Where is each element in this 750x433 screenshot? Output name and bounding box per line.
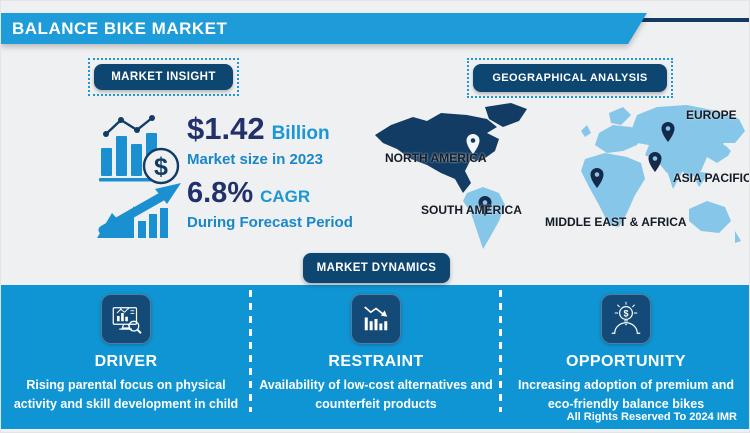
- scandinavia-shape: [609, 107, 631, 125]
- opportunity-description: Increasing adoption of premium and eco-f…: [518, 378, 734, 411]
- europe-pin-icon: [661, 122, 675, 142]
- driver-icon-tile: [101, 294, 151, 344]
- cagr-value: 6.8%: [187, 177, 254, 209]
- region-label-asia-pacific: ASIA PACIFIC: [673, 171, 750, 185]
- restraint-description: Availability of low-cost alternatives an…: [259, 378, 493, 411]
- se-asia-shape: [691, 171, 709, 187]
- geographical-analysis-badge[interactable]: GEOGRAPHICAL ANALYSIS: [467, 58, 673, 98]
- cagr-stat: 6.8% CAGR During Forecast Period: [187, 177, 353, 231]
- cagr-caption: During Forecast Period: [187, 214, 353, 231]
- japan-shape: [723, 145, 731, 157]
- header-accent-line: [609, 18, 749, 22]
- africa-pin-icon: [590, 168, 604, 188]
- region-label-north-america: NORTH AMERICA: [385, 151, 487, 165]
- dollar-glyph: $: [623, 308, 628, 318]
- cagr-unit: CAGR: [260, 187, 311, 206]
- driver-description: Rising parental focus on physical activi…: [13, 378, 239, 411]
- growth-arrow-chart-icon: [97, 183, 181, 238]
- opportunity-title: OPPORTUNITY: [566, 353, 686, 370]
- geographical-analysis-badge-label: GEOGRAPHICAL ANALYSIS: [473, 64, 667, 92]
- restraint-title: RESTRAINT: [328, 353, 424, 370]
- dollar-glyph: $: [154, 153, 168, 181]
- south-america-pin-icon: [478, 196, 492, 216]
- market-size-unit: Billion: [271, 123, 330, 144]
- restraint-card: RESTRAINT Availability of low-cost alter…: [251, 285, 501, 429]
- region-label-europe: EUROPE: [686, 108, 737, 122]
- region-label-middle-east-africa: MIDDLE EAST & AFRICA: [545, 215, 687, 229]
- opportunity-card: $ OPPORTUNITY Increasing adoption of pre…: [501, 285, 749, 429]
- market-size-stat: $1.42 Billion Market size in 2023: [187, 111, 330, 168]
- bar-chart-dollar-icon: $: [99, 115, 180, 185]
- region-label-south-america: SOUTH AMERICA: [421, 203, 522, 217]
- market-size-value: $1.42: [187, 111, 265, 146]
- page-title: BALANCE BIKE MARKET: [12, 18, 228, 38]
- north-america-pin-icon: [466, 134, 480, 154]
- driver-card: DRIVER Rising parental focus on physical…: [1, 285, 251, 429]
- rights-reserved-text: All Rights Reserved To 2024 IMR: [566, 411, 737, 423]
- monitor-analytics-magnifier-icon: [112, 307, 142, 334]
- india-shape: [665, 165, 685, 189]
- header-bar: BALANCE BIKE MARKET: [1, 13, 647, 44]
- europe-shape: [595, 125, 643, 153]
- card-divider: [249, 290, 252, 412]
- uk-shape: [581, 125, 591, 137]
- market-insight-badge[interactable]: MARKET INSIGHT: [88, 58, 239, 96]
- market-insight-badge-label: MARKET INSIGHT: [94, 64, 233, 90]
- dollar-bulb-idea-icon: $: [611, 301, 641, 334]
- north-america-shape: [375, 113, 499, 193]
- market-size-caption: Market size in 2023: [187, 151, 323, 168]
- world-map: [375, 103, 745, 249]
- market-dynamics-badge-label: MARKET DYNAMICS: [316, 262, 437, 274]
- greenland-shape: [485, 103, 527, 127]
- australia-shape: [689, 201, 731, 233]
- header-banner: BALANCE BIKE MARKET: [1, 13, 647, 44]
- declining-chart-arrow-icon: [364, 306, 388, 331]
- new-zealand-shape: [735, 231, 741, 243]
- restraint-icon-tile: [351, 294, 401, 344]
- south-america-shape: [463, 187, 505, 249]
- card-divider: [499, 290, 502, 412]
- opportunity-icon-tile: $: [601, 294, 651, 344]
- asia-pacific-pin-icon: [648, 152, 662, 172]
- market-dynamics-badge[interactable]: MARKET DYNAMICS: [303, 253, 450, 283]
- driver-title: DRIVER: [94, 353, 158, 370]
